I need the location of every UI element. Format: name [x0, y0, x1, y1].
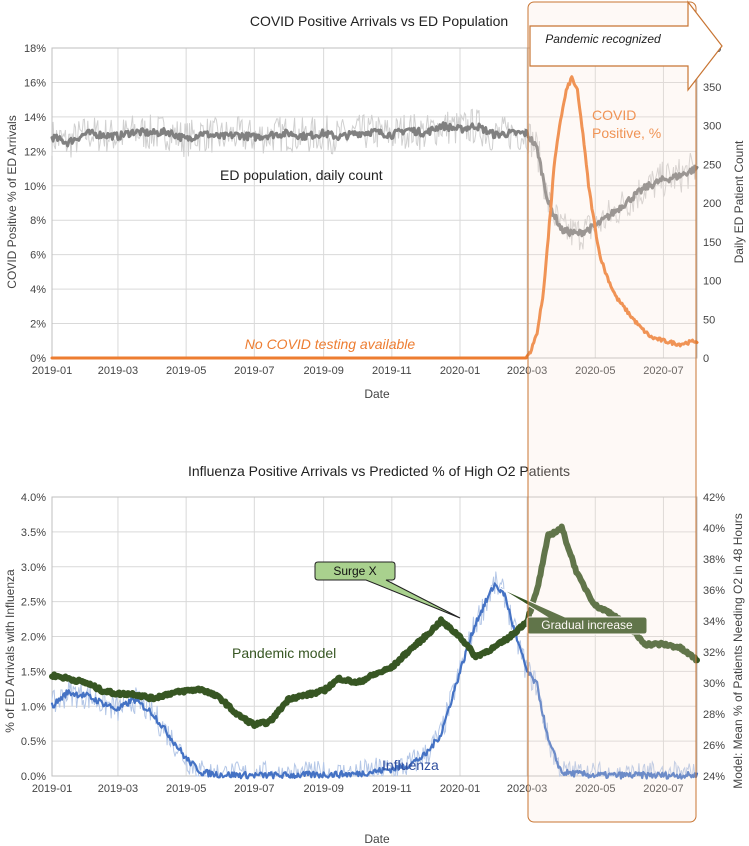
right-tick-label: 350 — [703, 82, 721, 94]
left-tick-label: 0.5% — [21, 736, 46, 748]
chart2-title: Influenza Positive Arrivals vs Predicted… — [188, 463, 570, 479]
x-tick-label: 2019-11 — [372, 365, 412, 377]
x-tick-label: 2019-09 — [303, 783, 343, 795]
series-line — [50, 121, 699, 238]
right-tick-label: 36% — [703, 585, 725, 597]
chart1-x-ticks: 2019-01 2019-03 2019-05 2019-07 2019-09 2019-… — [32, 365, 684, 377]
pandemic-band: Pandemic recognized — [527, 0, 723, 823]
series-raw-line — [51, 108, 698, 251]
x-tick-label: 2019-01 — [32, 783, 72, 795]
x-tick-label: 2020-03 — [507, 783, 547, 795]
right-tick-label: 250 — [703, 159, 721, 171]
influenza-chart: Influenza Positive Arrivals vs Predicted… — [3, 463, 745, 846]
chart1-xlabel: Date — [364, 387, 390, 401]
right-tick-label: 26% — [703, 740, 725, 752]
x-tick-label: 2019-05 — [166, 783, 206, 795]
left-tick-label: 18% — [24, 43, 46, 55]
right-tick-label: 200 — [703, 198, 721, 210]
left-tick-label: 0.0% — [21, 771, 46, 783]
right-tick-label: 0 — [703, 353, 709, 365]
covid-chart: COVID Positive Arrivals vs ED Population… — [5, 13, 746, 401]
right-tick-label: 28% — [703, 709, 725, 721]
series-line — [50, 582, 699, 780]
chart1-left-ticks: 0% 2% 4% 6% 8% 10% 12% 14% 16% 18% — [24, 43, 46, 365]
plot-frame — [51, 496, 698, 777]
gradual-callout: Gradual increase — [499, 587, 648, 635]
x-tick-label: 2019-07 — [234, 783, 274, 795]
x-tick-label: 2019-07 — [234, 365, 274, 377]
left-tick-label: 8% — [30, 215, 46, 227]
x-tick-label: 2019-09 — [303, 365, 343, 377]
x-tick-label: 2019-03 — [98, 783, 138, 795]
x-tick-label: 2020-01 — [440, 365, 480, 377]
left-tick-label: 16% — [24, 77, 46, 89]
x-tick-label: 2019-11 — [372, 783, 412, 795]
right-tick-label: 42% — [703, 492, 725, 504]
surge-callout: Surge X — [314, 561, 461, 619]
x-tick-label: 2020-03 — [507, 365, 547, 377]
pandemic-model-label: Pandemic model — [232, 645, 336, 661]
influenza-label: Influenza — [382, 757, 439, 773]
chart2-y2label: Model: Mean % of Patients Needing O2 in … — [731, 513, 745, 788]
left-tick-label: 12% — [24, 146, 46, 158]
right-tick-label: 38% — [703, 554, 725, 566]
left-tick-label: 3.0% — [21, 562, 46, 574]
left-tick-label: 14% — [24, 112, 46, 124]
x-tick-label: 2019-01 — [32, 365, 72, 377]
chart2-series — [49, 523, 700, 780]
chart1-ylabel: COVID Positive % of ED Arrivals — [5, 115, 19, 288]
chart1-y2label: Daily ED Patient Count — [732, 140, 746, 263]
chart1-series — [50, 75, 699, 360]
left-tick-label: 4.0% — [21, 492, 46, 504]
left-tick-label: 2% — [30, 319, 46, 331]
x-tick-label: 2019-05 — [166, 365, 206, 377]
x-tick-label: 2020-07 — [643, 365, 683, 377]
chart2-xlabel: Date — [364, 832, 390, 846]
covid-label-line1: COVID — [592, 107, 636, 123]
left-tick-label: 0% — [30, 353, 46, 365]
right-tick-label: 100 — [703, 276, 721, 288]
chart1-title: COVID Positive Arrivals vs ED Population — [250, 13, 508, 29]
left-tick-label: 1.5% — [21, 666, 46, 678]
pandemic-label: Pandemic recognized — [545, 32, 661, 46]
left-tick-label: 4% — [30, 284, 46, 296]
x-tick-label: 2020-05 — [575, 783, 615, 795]
ed-population-label: ED population, daily count — [220, 167, 383, 183]
left-tick-label: 2.0% — [21, 632, 46, 644]
no-testing-label: No COVID testing available — [245, 336, 416, 352]
right-tick-label: 24% — [703, 771, 725, 783]
x-tick-label: 2020-01 — [440, 783, 480, 795]
chart2-x-ticks: 2019-01 2019-03 2019-05 2019-07 2019-09 2019-… — [32, 783, 684, 795]
x-tick-label: 2019-03 — [98, 365, 138, 377]
chart2-right-ticks: 24% 26% 28% 30% 32% 34% 36% 38% 40% 42% — [703, 492, 725, 783]
right-tick-label: 300 — [703, 121, 721, 133]
right-tick-label: 150 — [703, 237, 721, 249]
x-tick-label: 2020-07 — [643, 783, 683, 795]
left-tick-label: 6% — [30, 250, 46, 262]
right-tick-label: 34% — [703, 616, 725, 628]
surge-label: Surge X — [333, 564, 376, 578]
left-tick-label: 3.5% — [21, 527, 46, 539]
right-tick-label: 30% — [703, 678, 725, 690]
right-tick-label: 32% — [703, 647, 725, 659]
x-tick-label: 2020-05 — [575, 365, 615, 377]
gradual-label: Gradual increase — [541, 618, 633, 632]
right-tick-label: 50 — [703, 314, 715, 326]
chart2-ylabel: % of ED Arrivals with Influenza — [3, 569, 17, 733]
left-tick-label: 2.5% — [21, 597, 46, 609]
covid-label-line2: Positive, % — [592, 125, 661, 141]
left-tick-label: 1.0% — [21, 701, 46, 713]
pandemic-arrow — [529, 0, 723, 92]
series-line — [50, 75, 699, 360]
chart2-left-ticks: 0.0% 0.5% 1.0% 1.5% 2.0% 2.5% 3.0% 3.5% 4.0% — [21, 492, 46, 783]
series-line — [49, 523, 700, 729]
left-tick-label: 10% — [24, 181, 46, 193]
chart1-right-ticks: 050100150200250300350400 — [703, 43, 721, 365]
right-tick-label: 40% — [703, 523, 725, 535]
